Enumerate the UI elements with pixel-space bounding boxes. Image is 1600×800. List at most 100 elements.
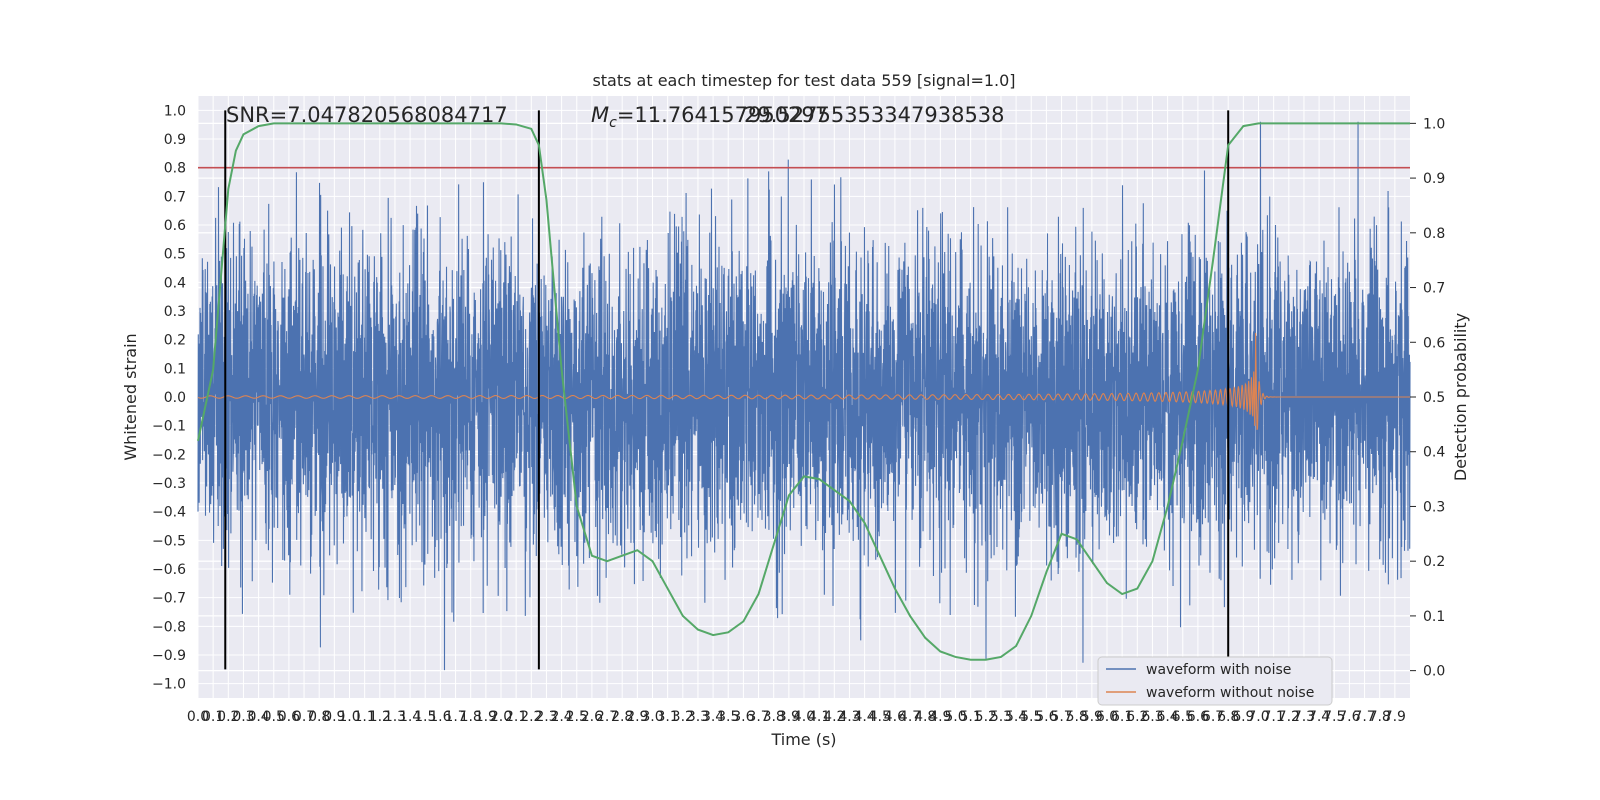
x-tick-label: 5.5 [1020,709,1042,725]
y-tick-label: 0.5 [164,247,186,263]
x-tick-label: 5.4 [1005,709,1027,725]
y-tick-label: −0.5 [152,533,186,549]
x-tick-label: 2.3 [535,709,557,725]
x-tick-label: 1.4 [399,709,421,725]
legend-label-noise: waveform with noise [1146,662,1291,678]
x-tick-label: 2.9 [626,709,648,725]
waveform-without-noise-series [197,332,1410,430]
y-tick-label: 1.0 [164,103,186,119]
y-tick-label: 0.2 [164,333,186,349]
x-tick-label: 6.6 [1187,709,1209,725]
y-axis-label-right: Detection probability [1451,313,1470,481]
x-tick-label: 5.9 [1081,709,1103,725]
x-tick-label: 2.2 [520,709,542,725]
x-tick-label: 0.0 [187,709,209,725]
x-tick-label: 0.4 [247,709,269,725]
y-tick-label: 0.3 [164,304,186,320]
x-tick-label: 2.7 [596,709,618,725]
x-tick-label: 7.3 [1293,709,1315,725]
y-tick-label: 0.0 [164,390,186,406]
x-tick-label: 3.2 [672,709,694,725]
y-tick-label: −0.8 [152,619,186,635]
x-tick-label: 6.7 [1202,709,1224,725]
y-right-tick-label: 0.1 [1423,609,1445,625]
x-tick-label: 6.9 [1232,709,1254,725]
waveform-without-noise-line [197,332,1410,430]
x-tick-label: 6.8 [1217,709,1239,725]
x-tick-label: 7.7 [1353,709,1375,725]
y-tick-label: 0.7 [164,189,186,205]
x-tick-label: 6.2 [1126,709,1148,725]
y-tick-label: −0.4 [152,505,186,521]
x-tick-label: 1.5 [414,709,436,725]
y-tick-label: −0.1 [152,419,186,435]
x-tick-label: 5.0 [944,709,966,725]
x-tick-label: 4.8 [914,709,936,725]
x-tick-label: 5.3 [990,709,1012,725]
x-tick-label: 0.5 [263,709,285,725]
y-tick-label: 0.1 [164,361,186,377]
y-tick-label: −0.7 [152,591,186,607]
y-right-tick-label: 0.8 [1423,226,1445,242]
snr-annotation: SNR=7.047820568084717 [226,103,508,127]
x-tick-label: 2.4 [550,709,572,725]
chirp-mass-annotation: Mc=11.764157950297 [591,103,828,131]
x-tick-label: 1.7 [444,709,466,725]
x-tick-label: 4.9 [929,709,951,725]
x-tick-label: 0.8 [308,709,330,725]
y-axis-left: 1.0 0.9 0.8 0.7 0.6 0.5 0.4 0.3 0.2 0.1 0.0 −0.1 −0.… [152,103,186,692]
x-tick-label: 7.8 [1369,709,1391,725]
x-tick-label: 7.2 [1278,709,1300,725]
x-tick-label: 4.5 [869,709,891,725]
overlap-annotation: 29.52755353347938538 [744,103,1005,127]
x-tick-label: 2.6 [581,709,603,725]
x-tick-label: 7.9 [1384,709,1406,725]
x-tick-label: 7.4 [1308,709,1330,725]
y-tick-label: 0.4 [164,275,186,291]
x-tick-label: 7.6 [1338,709,1360,725]
x-tick-label: 4.1 [808,709,830,725]
x-tick-label: 1.9 [475,709,497,725]
y-right-tick-label: 1.0 [1423,116,1445,132]
y-tick-label: −1.0 [152,677,186,693]
x-tick-label: 1.1 [354,709,376,725]
x-tick-label: 5.2 [975,709,997,725]
x-tick-label: 7.1 [1263,709,1285,725]
y-tick-label: −0.2 [152,447,186,463]
y-right-tick-label: 0.3 [1423,499,1445,515]
x-tick-label: 3.3 [687,709,709,725]
x-tick-label: 0.7 [293,709,315,725]
x-tick-label: 6.4 [1156,709,1178,725]
x-tick-label: 6.5 [1172,709,1194,725]
chart-title: stats at each timestep for test data 559… [592,71,1015,90]
chirp-mass-value: =11.764157950297 [617,103,828,127]
x-tick-label: 6.0 [1096,709,1118,725]
y-right-tick-label: 0.9 [1423,171,1445,187]
x-tick-label: 0.1 [202,709,224,725]
detection-probability-line [197,122,1410,661]
x-tick-label: 7.5 [1323,709,1345,725]
y-right-tick-label: 0.5 [1423,390,1445,406]
y-tick-label: 0.8 [164,161,186,177]
x-tick-label: 3.1 [657,709,679,725]
detection-probability-series [197,122,1410,661]
x-tick-label: 2.1 [505,709,527,725]
x-tick-label: 4.2 [823,709,845,725]
y-tick-label: −0.9 [152,648,186,664]
y-axis-right: 1.0 0.9 0.8 0.7 0.6 0.5 0.4 0.3 0.2 0.1 0.0 [1410,116,1445,680]
y-tick-label: 0.9 [164,132,186,148]
y-tick-label: −0.6 [152,562,186,578]
x-tick-label: 1.2 [369,709,391,725]
x-tick-label: 1.0 [338,709,360,725]
y-right-tick-label: 0.0 [1423,664,1445,680]
y-right-tick-label: 0.7 [1423,281,1445,297]
x-tick-label: 3.6 [732,709,754,725]
legend-box [1097,656,1333,706]
x-tick-label: 4.4 [853,709,875,725]
x-tick-label: 1.3 [384,709,406,725]
x-tick-label: 5.8 [1066,709,1088,725]
y-tick-label: −0.3 [152,476,186,492]
x-tick-label: 3.9 [778,709,800,725]
x-tick-label: 4.6 [884,709,906,725]
